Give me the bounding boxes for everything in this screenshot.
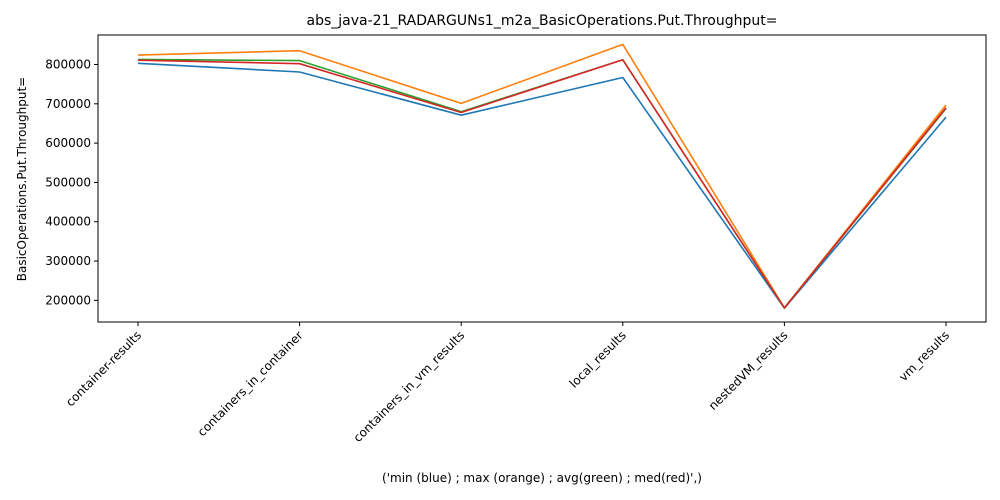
x-tick-label: containers_in_container <box>195 328 306 439</box>
plot-frame <box>97 34 987 323</box>
x-tick-label: nestedVM_results <box>706 328 791 413</box>
x-tick-label: vm_results <box>896 328 952 384</box>
x-tick-label: local_results <box>567 328 629 390</box>
chart-title: abs_java-21_RADARGUNs1_m2a_BasicOperatio… <box>307 13 778 29</box>
x-tick-label: container-results <box>63 328 144 409</box>
y-axis-ticks: 200000 300000 400000 500000 600000 700000 8000… <box>45 57 98 307</box>
x-tick-label: containers_in_vm_results <box>351 328 468 445</box>
y-tick-label: 700000 <box>45 97 91 111</box>
y-tick-label: 400000 <box>45 215 91 229</box>
x-axis-ticks: container-results containers_in_container… <box>63 322 952 445</box>
series-line-0 <box>137 62 947 310</box>
y-tick-label: 300000 <box>45 254 91 268</box>
y-tick-label: 200000 <box>45 293 91 307</box>
series-line-3 <box>137 58 947 309</box>
y-tick-label: 800000 <box>45 57 91 71</box>
x-axis-label: ('min (blue) ; max (orange) ; avg(green)… <box>382 471 702 485</box>
y-axis-label: BasicOperations.Put.Throughput= <box>15 77 29 281</box>
y-tick-label: 600000 <box>45 136 91 150</box>
series-line-1 <box>137 43 947 309</box>
series-layer <box>137 43 947 310</box>
y-tick-label: 500000 <box>45 175 91 189</box>
